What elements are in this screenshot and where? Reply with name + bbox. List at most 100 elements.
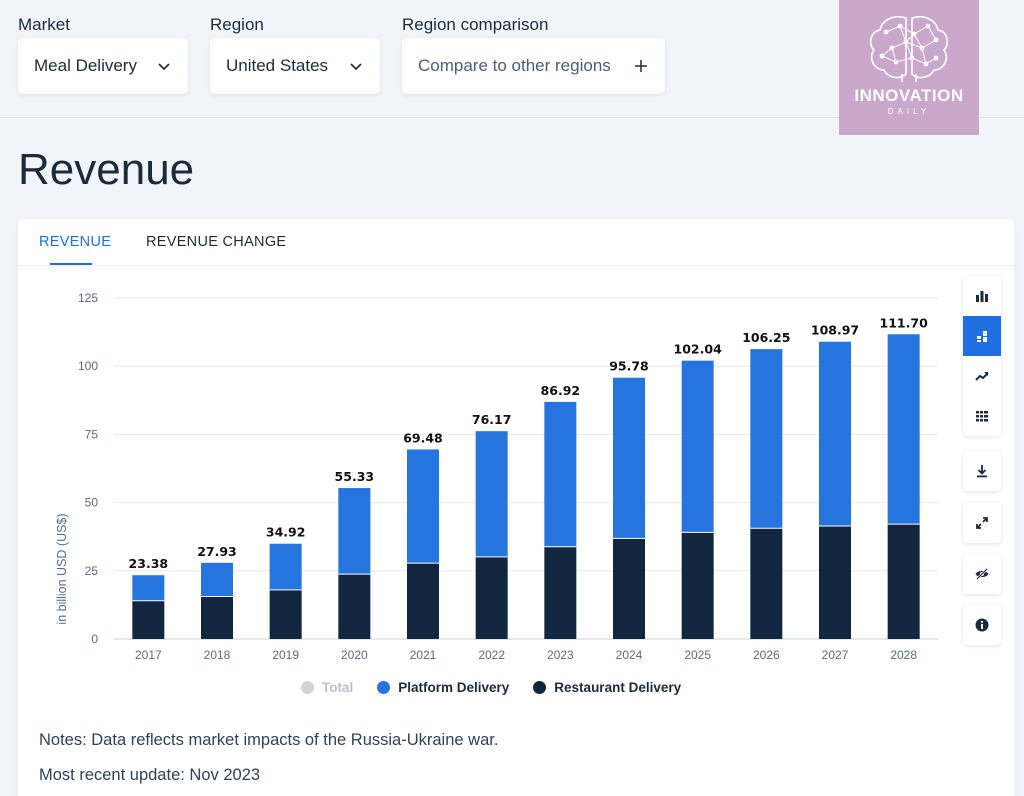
bar-restaurant-delivery-2026 bbox=[750, 528, 783, 639]
bar-restaurant-delivery-2025 bbox=[681, 532, 714, 639]
legend-dot-total bbox=[301, 681, 314, 694]
data-label-total-2024: 95.78 bbox=[609, 359, 649, 374]
chart-card: REVENUE REVENUE CHANGE 0 25 50 75 100 125 23.… bbox=[18, 219, 1014, 796]
bar-platform-delivery-2023 bbox=[544, 401, 577, 547]
bar-restaurant-delivery-2028 bbox=[887, 524, 920, 639]
market-label: Market bbox=[18, 15, 70, 34]
y-axis-label: in billion USD (US$) bbox=[55, 513, 69, 624]
data-label-total-2023: 86.92 bbox=[541, 383, 581, 398]
stacked-bar-icon bbox=[977, 331, 987, 342]
active-tab-indicator bbox=[50, 263, 92, 265]
bar-platform-delivery-2025 bbox=[681, 360, 714, 533]
fullscreen-button[interactable] bbox=[963, 503, 1001, 543]
y-tick-label: 100 bbox=[78, 359, 98, 373]
x-tick-label: 2028 bbox=[890, 648, 917, 662]
table-view-button[interactable] bbox=[963, 396, 1001, 436]
data-label-total-2022: 76.17 bbox=[472, 412, 512, 427]
x-tick-label: 2018 bbox=[204, 648, 231, 662]
header-divider bbox=[0, 117, 1024, 118]
logo-subtitle: DAILY bbox=[887, 107, 931, 116]
innovation-daily-logo: INNOVATION DAILY bbox=[839, 0, 979, 135]
chart-note: Notes: Data reflects market impacts of t… bbox=[39, 731, 499, 749]
bar-restaurant-delivery-2024 bbox=[613, 538, 645, 639]
chart-labels: 23.38 2017 27.93 2018 34.92 2019 55.33 2020 69.4… bbox=[129, 315, 929, 662]
data-label-total-2021: 69.48 bbox=[403, 430, 443, 445]
x-tick-label: 2026 bbox=[753, 648, 780, 662]
bar-platform-delivery-2018 bbox=[201, 562, 233, 597]
chevron-down-icon bbox=[350, 63, 362, 71]
chart-grid: 0 25 50 75 100 125 bbox=[78, 291, 938, 646]
bar-chart-button[interactable] bbox=[963, 276, 1001, 316]
bar-restaurant-delivery-2017 bbox=[132, 600, 165, 639]
chart-type-toolbar bbox=[963, 276, 1001, 436]
region-comparison-label: Region comparison bbox=[402, 15, 549, 34]
bar-restaurant-delivery-2018 bbox=[201, 596, 233, 639]
legend-label-platform-delivery: Platform Delivery bbox=[398, 680, 510, 695]
bar-platform-delivery-2020 bbox=[338, 488, 371, 575]
x-tick-label: 2023 bbox=[547, 648, 574, 662]
hide-icon bbox=[975, 568, 989, 580]
legend-item-restaurant-delivery[interactable]: Restaurant Delivery bbox=[533, 680, 681, 695]
bar-restaurant-delivery-2019 bbox=[269, 589, 302, 639]
data-label-total-2019: 34.92 bbox=[266, 525, 306, 540]
fullscreen-toolbar bbox=[963, 503, 1001, 543]
x-tick-label: 2021 bbox=[410, 648, 437, 662]
info-button[interactable] bbox=[963, 605, 1001, 645]
tab-revenue-change[interactable]: REVENUE CHANGE bbox=[146, 234, 287, 250]
region-label: Region bbox=[210, 15, 264, 34]
data-label-total-2025: 102.04 bbox=[674, 342, 723, 357]
legend-dot-platform-delivery bbox=[377, 681, 391, 694]
x-tick-label: 2022 bbox=[478, 648, 505, 662]
x-tick-label: 2020 bbox=[341, 648, 368, 662]
x-tick-label: 2025 bbox=[684, 648, 711, 662]
hide-button[interactable] bbox=[963, 554, 1001, 594]
download-button[interactable] bbox=[963, 451, 1001, 491]
region-dropdown[interactable]: United States bbox=[210, 38, 380, 94]
chart-bars bbox=[132, 334, 920, 639]
data-label-total-2026: 106.25 bbox=[742, 330, 790, 345]
tab-divider bbox=[18, 265, 1014, 266]
market-dropdown[interactable]: Meal Delivery bbox=[18, 38, 188, 94]
data-label-total-2017: 23.38 bbox=[129, 556, 169, 571]
bar-restaurant-delivery-2022 bbox=[475, 556, 508, 639]
market-value: Meal Delivery bbox=[34, 56, 137, 75]
legend-label-restaurant-delivery: Restaurant Delivery bbox=[554, 680, 682, 695]
trend-line-button[interactable] bbox=[963, 356, 1001, 396]
bar-restaurant-delivery-2023 bbox=[544, 546, 577, 639]
stacked-bar-button[interactable] bbox=[963, 316, 1001, 356]
bar-platform-delivery-2019 bbox=[269, 543, 302, 590]
tab-revenue[interactable]: REVENUE bbox=[39, 234, 112, 250]
y-tick-label: 0 bbox=[91, 632, 98, 646]
revenue-chart: 0 25 50 75 100 125 23.38 2017 27.93 2018 34.92 201… bbox=[55, 291, 938, 662]
x-tick-label: 2027 bbox=[822, 648, 849, 662]
bar-platform-delivery-2027 bbox=[819, 341, 851, 527]
brain-icon bbox=[869, 15, 949, 82]
bar-platform-delivery-2024 bbox=[613, 377, 645, 539]
data-label-total-2018: 27.93 bbox=[197, 544, 237, 559]
bar-platform-delivery-2021 bbox=[407, 449, 439, 564]
legend-dot-restaurant-delivery bbox=[533, 681, 547, 694]
y-tick-label: 125 bbox=[78, 291, 98, 305]
trend-icon bbox=[975, 372, 989, 381]
bar-platform-delivery-2022 bbox=[475, 431, 508, 557]
x-tick-label: 2017 bbox=[135, 648, 162, 662]
plus-icon bbox=[635, 60, 647, 72]
compare-regions-button[interactable]: Compare to other regions bbox=[402, 38, 665, 94]
bar-platform-delivery-2017 bbox=[132, 575, 165, 601]
legend-item-total[interactable]: Total bbox=[301, 680, 353, 695]
bar-restaurant-delivery-2027 bbox=[819, 526, 851, 639]
hide-toolbar bbox=[963, 554, 1001, 594]
data-label-total-2028: 111.70 bbox=[880, 315, 929, 330]
compare-regions-text: Compare to other regions bbox=[418, 56, 611, 75]
logo-title: INNOVATION bbox=[854, 86, 964, 105]
x-tick-label: 2024 bbox=[616, 648, 643, 662]
bar-restaurant-delivery-2020 bbox=[338, 574, 371, 639]
download-toolbar bbox=[963, 451, 1001, 491]
page-title: Revenue bbox=[18, 145, 195, 194]
data-label-total-2020: 55.33 bbox=[335, 469, 375, 484]
bar-restaurant-delivery-2021 bbox=[407, 563, 439, 639]
legend-item-platform-delivery[interactable]: Platform Delivery bbox=[377, 680, 509, 695]
chart-legend: Total Platform Delivery Restaurant Deliv… bbox=[301, 680, 705, 695]
last-update-note: Most recent update: Nov 2023 bbox=[39, 766, 261, 784]
chevron-down-icon bbox=[158, 63, 170, 71]
